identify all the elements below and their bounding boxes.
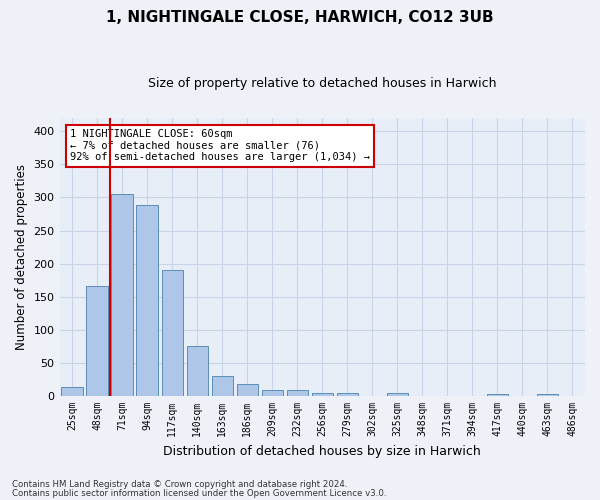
X-axis label: Distribution of detached houses by size in Harwich: Distribution of detached houses by size … xyxy=(163,444,481,458)
Bar xyxy=(311,392,333,396)
Bar xyxy=(212,376,233,396)
Bar xyxy=(112,194,133,396)
Bar xyxy=(287,390,308,396)
Bar xyxy=(236,384,258,396)
Bar xyxy=(387,394,408,396)
Y-axis label: Number of detached properties: Number of detached properties xyxy=(15,164,28,350)
Bar xyxy=(262,390,283,396)
Bar xyxy=(337,392,358,396)
Bar xyxy=(136,205,158,396)
Bar xyxy=(161,270,183,396)
Bar xyxy=(61,387,83,396)
Bar xyxy=(187,346,208,396)
Text: 1 NIGHTINGALE CLOSE: 60sqm
← 7% of detached houses are smaller (76)
92% of semi-: 1 NIGHTINGALE CLOSE: 60sqm ← 7% of detac… xyxy=(70,129,370,162)
Bar xyxy=(86,286,108,396)
Title: Size of property relative to detached houses in Harwich: Size of property relative to detached ho… xyxy=(148,78,497,90)
Text: Contains public sector information licensed under the Open Government Licence v3: Contains public sector information licen… xyxy=(12,488,386,498)
Bar xyxy=(537,394,558,396)
Text: 1, NIGHTINGALE CLOSE, HARWICH, CO12 3UB: 1, NIGHTINGALE CLOSE, HARWICH, CO12 3UB xyxy=(106,10,494,25)
Bar xyxy=(487,394,508,396)
Text: Contains HM Land Registry data © Crown copyright and database right 2024.: Contains HM Land Registry data © Crown c… xyxy=(12,480,347,489)
